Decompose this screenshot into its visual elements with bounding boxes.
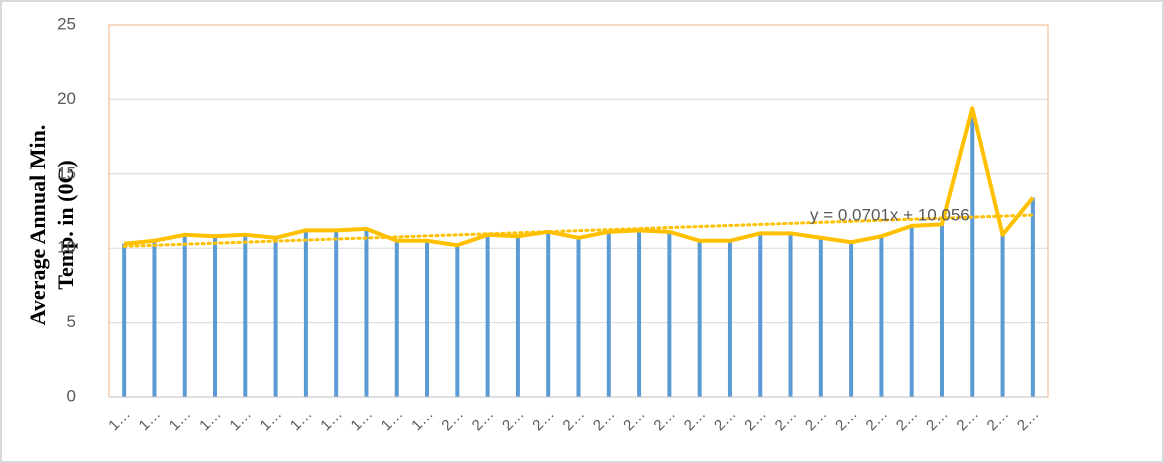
- bar: [152, 240, 157, 397]
- bar: [182, 234, 187, 397]
- bar: [818, 237, 823, 397]
- y-tick-label: 10: [57, 238, 76, 257]
- bar: [425, 240, 430, 397]
- bar: [485, 234, 490, 397]
- bar: [909, 225, 914, 397]
- value-line: [123, 106, 1035, 248]
- y-axis-label-line: Average Annual Min.: [25, 125, 50, 326]
- y-tick-label: 25: [57, 14, 76, 33]
- bar: [273, 237, 278, 397]
- bar: [576, 237, 581, 397]
- bar: [758, 233, 763, 397]
- y-axis-label: Average Annual Min. Temp. in (0C): [25, 125, 78, 326]
- bar: [788, 233, 793, 397]
- bar: [1030, 197, 1035, 397]
- bar: [364, 228, 369, 397]
- bar: [879, 236, 884, 397]
- y-axis-label-line: Temp. in (0C): [53, 160, 78, 289]
- bar: [939, 224, 944, 397]
- trendline-equation: y = 0.0701x + 10.056: [810, 205, 970, 224]
- bar: [213, 236, 218, 397]
- bar: [727, 240, 732, 397]
- y-tick-label: 5: [67, 312, 76, 331]
- bar: [455, 245, 460, 397]
- trendline: [122, 213, 1035, 248]
- y-tick-label: 15: [57, 163, 76, 182]
- bar: [122, 243, 127, 397]
- bar: [515, 236, 520, 397]
- bar: [970, 108, 975, 397]
- y-tick-label: 0: [67, 386, 76, 405]
- bar: [667, 231, 672, 397]
- bar: [849, 242, 854, 397]
- y-tick-label: 20: [57, 89, 76, 108]
- bar: [606, 231, 611, 397]
- bar: [303, 230, 308, 397]
- bar: [637, 230, 642, 397]
- bar: [243, 234, 248, 397]
- bar: [697, 240, 702, 397]
- bar: [394, 240, 399, 397]
- bar: [546, 231, 551, 397]
- bar: [334, 230, 339, 397]
- bar: [1000, 234, 1005, 397]
